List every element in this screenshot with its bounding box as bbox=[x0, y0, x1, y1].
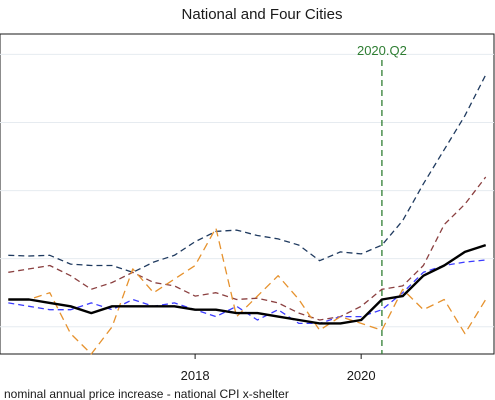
series-lines bbox=[8, 74, 487, 355]
x-tick-label-1: 2020 bbox=[347, 368, 376, 383]
series-line-0 bbox=[8, 74, 487, 273]
plot-area bbox=[0, 33, 495, 355]
series-line-4 bbox=[8, 243, 487, 325]
series-line-3 bbox=[8, 227, 487, 355]
chart-note: nominal annual price increase - national… bbox=[4, 387, 289, 400]
x-tick-label-0: 2018 bbox=[181, 368, 210, 383]
gridlines bbox=[0, 53, 494, 328]
event-label: 2020.Q2 bbox=[357, 43, 407, 58]
event-marker: 2020.Q2 bbox=[357, 43, 407, 354]
chart-title: National and Four Cities bbox=[182, 6, 343, 23]
series-line-1 bbox=[8, 176, 487, 321]
x-axis: 2018 2020 bbox=[181, 354, 376, 383]
